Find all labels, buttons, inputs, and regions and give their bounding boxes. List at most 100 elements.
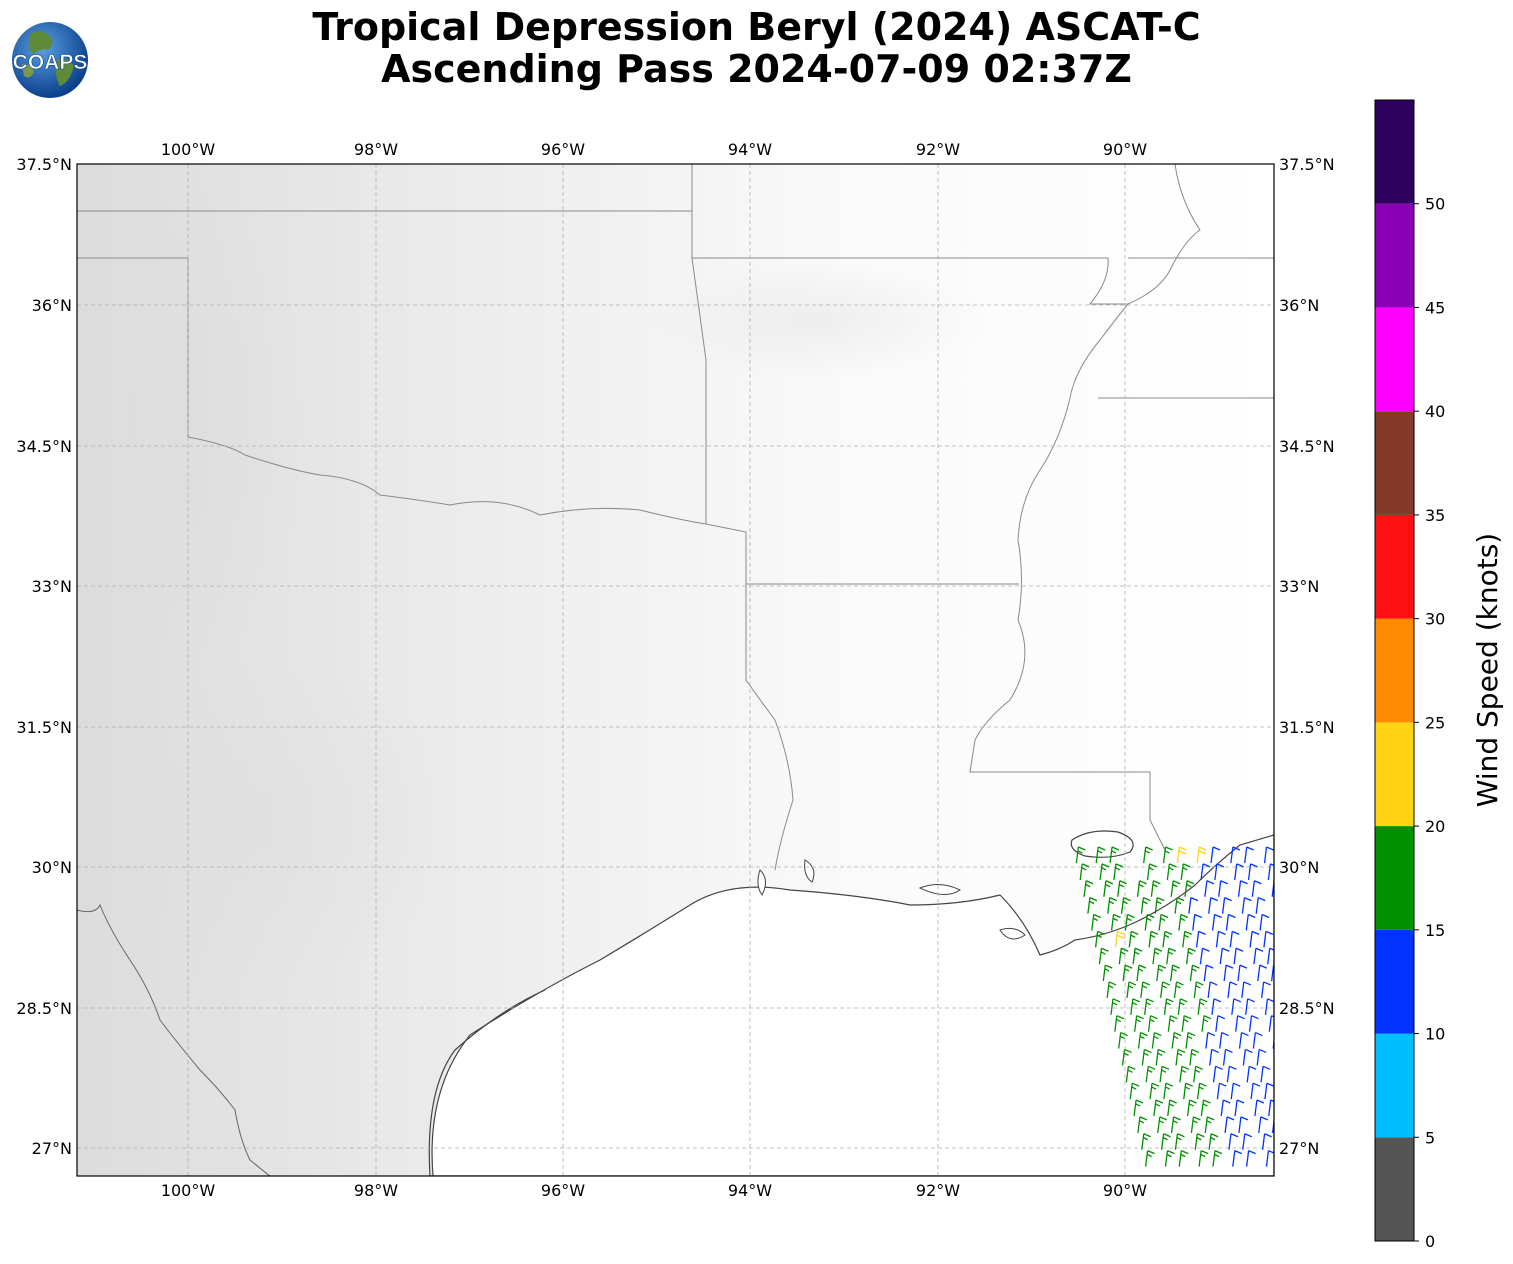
wind-barb <box>1162 846 1173 864</box>
coastal-lakes <box>757 859 815 896</box>
tx-la-border <box>705 523 794 871</box>
red-river-border <box>187 436 707 525</box>
colorbar-tick-label: 45 <box>1425 298 1445 317</box>
wind-barb <box>1137 1031 1148 1049</box>
lat-tick-right: 31.5°N <box>1279 718 1335 737</box>
wind-barb <box>1177 998 1188 1015</box>
wind-barb <box>1178 1150 1189 1167</box>
wind-barb <box>1203 964 1214 982</box>
colorbar: 0 5 10 15 20 25 30 35 40 45 50 <box>1374 99 1445 1251</box>
colorbar-tick-label: 35 <box>1425 506 1445 525</box>
wind-barb <box>1218 880 1228 897</box>
wind-barb <box>1126 981 1137 999</box>
wind-barb <box>1091 913 1102 931</box>
wind-barb <box>1122 964 1133 982</box>
wind-barb <box>1109 846 1120 864</box>
wind-barb <box>1258 1116 1269 1133</box>
wind-barb <box>1163 998 1174 1015</box>
wind-barb <box>1199 947 1210 965</box>
lat-tick-left: 33°N <box>32 577 72 596</box>
wind-barb <box>1189 1048 1200 1066</box>
wind-barb <box>1229 930 1240 948</box>
wind-barb <box>1234 1099 1245 1117</box>
wind-barb <box>1159 1065 1170 1083</box>
wind-barb <box>1159 981 1170 999</box>
wind-barb <box>1255 897 1266 914</box>
wind-barb <box>1143 846 1153 864</box>
colorbar-bin <box>1375 929 1414 1034</box>
wind-barb <box>1148 930 1159 948</box>
title-line-1: Tropical Depression Beryl (2024) ASCAT-C <box>312 5 1201 49</box>
ok-ar-border <box>691 257 707 524</box>
mississippi-river-border <box>969 303 1166 851</box>
wind-barb <box>1146 863 1157 880</box>
wind-barb <box>1225 913 1236 931</box>
wind-barb <box>1249 930 1260 948</box>
map-area <box>77 164 1274 1176</box>
wind-barb <box>1147 1015 1158 1032</box>
axis-labels: 100°W 98°W 96°W 94°W 92°W 90°W 100°W 98°… <box>16 140 1334 1200</box>
wind-barb <box>1235 1015 1245 1032</box>
wind-barb <box>1145 1065 1156 1083</box>
wind-barb <box>1241 897 1252 914</box>
wind-barb <box>1200 863 1211 880</box>
wind-barb <box>1178 913 1189 931</box>
colorbar-bin <box>1375 100 1414 204</box>
lat-tick-left: 27°N <box>32 1139 72 1158</box>
wind-barbs <box>1075 846 1274 1167</box>
wind-barb <box>1228 1133 1239 1150</box>
wind-barb <box>1247 863 1258 880</box>
wind-barb <box>1125 1065 1136 1083</box>
wind-barb <box>1162 930 1173 948</box>
wind-barb <box>1130 998 1141 1015</box>
wind-barb <box>1245 913 1256 931</box>
wind-barb <box>1152 947 1163 965</box>
wind-barb <box>1132 947 1143 965</box>
wind-barb <box>1204 1116 1215 1133</box>
wind-barb <box>1222 1048 1233 1066</box>
colorbar-bin <box>1375 826 1414 930</box>
wind-barb <box>1261 1133 1272 1150</box>
wind-barb <box>1144 998 1154 1015</box>
wind-barb <box>1241 981 1252 999</box>
wind-barb <box>1170 1116 1181 1133</box>
colorbar-tick-label: 50 <box>1425 195 1445 214</box>
wind-barb <box>1208 897 1218 914</box>
wind-barb <box>1254 1099 1265 1117</box>
wind-barb <box>1087 897 1098 914</box>
wind-barb <box>1264 998 1274 1015</box>
wind-barb <box>1227 981 1238 999</box>
wind-barb <box>1211 998 1222 1015</box>
lat-tick-left: 28.5°N <box>16 999 72 1018</box>
wind-barb <box>1196 1082 1207 1100</box>
wind-barb <box>1110 913 1121 931</box>
gridlines <box>77 164 1274 1176</box>
colorbar-bin <box>1375 722 1414 827</box>
logo-text: COAPS <box>13 51 88 74</box>
wind-barb <box>1257 964 1268 982</box>
wind-barb <box>1256 1048 1267 1066</box>
lake-pontchartrain <box>1070 830 1134 858</box>
rio-grande-river <box>77 903 271 1176</box>
lat-tick-right: 37.5°N <box>1279 155 1335 174</box>
wind-barb <box>1220 1099 1231 1117</box>
wind-barb <box>1140 897 1151 914</box>
wind-barb <box>1263 930 1274 948</box>
wind-barb <box>1102 964 1113 982</box>
colorbar-bin <box>1375 203 1414 308</box>
wind-barb <box>1252 1031 1263 1049</box>
wind-barb <box>1212 1150 1223 1167</box>
wind-barb <box>1196 846 1207 864</box>
wind-barb <box>1242 1048 1253 1066</box>
wind-barb <box>1215 1015 1226 1032</box>
wind-barb <box>1113 863 1124 880</box>
wind-barb <box>1124 913 1135 931</box>
lon-tick-bottom: 94°W <box>728 1181 772 1200</box>
wind-barb <box>1268 1099 1274 1117</box>
wind-barb <box>1136 880 1147 897</box>
coastal-bays <box>918 884 1026 940</box>
colorbar-frame <box>1374 99 1415 1242</box>
wind-barb <box>1263 846 1274 864</box>
wind-barb <box>1231 998 1242 1015</box>
